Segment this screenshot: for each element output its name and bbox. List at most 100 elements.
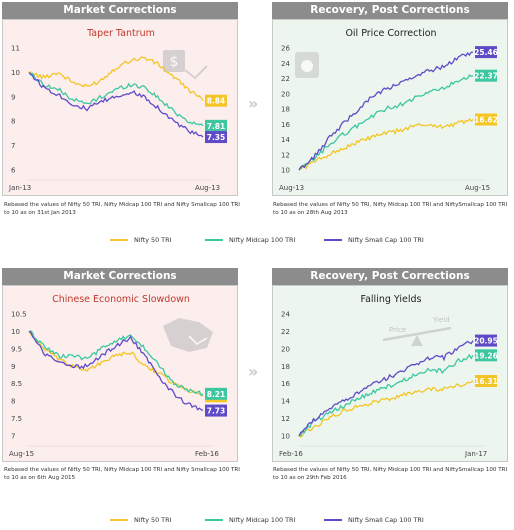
panel-oil-price-correction: Recovery, Post Corrections Oil Price Cor… (272, 2, 508, 196)
end-label-smallcap: 7.73 (205, 404, 227, 417)
end-label-smallcap: 25.46 (474, 46, 498, 59)
y-tick-label: 7 (11, 433, 15, 441)
y-tick-label: 26 (281, 45, 290, 53)
legend-swatch (110, 239, 128, 241)
legend-swatch (205, 519, 223, 521)
footnote-line2: to 10 as on 28th Aug 2013 (273, 210, 348, 216)
chart-area: Chinese Economic Slowdown 7 7.5 8 8.5 9 9.5 10 1… (2, 285, 238, 462)
footnote-line1: Rebased the values of Nifty 50 TRI, Nift… (273, 202, 508, 208)
line-chart-falling-yields: Price Yield Falling Yields 10 12 14 16 18 20 22 24… (279, 294, 498, 458)
x-tick-label: Aug-13 (279, 184, 304, 192)
footnote-line1: Rebased the values of Nifty 50 TRI, Nift… (273, 467, 508, 473)
end-label-text: 8.84 (207, 97, 226, 106)
dollar-sign: $ (170, 54, 179, 70)
panel-taper-tantrum: Market Corrections $ Taper Tantrum 6 7 8 9 10 1… (2, 2, 238, 196)
y-tick-label: 11 (11, 45, 20, 53)
y-tick-label: 18 (281, 106, 290, 114)
y-tick-label: 22 (281, 75, 290, 83)
panel-header: Recovery, Post Corrections (272, 268, 508, 285)
series-line-midcap (298, 74, 474, 171)
y-tick-label: 16 (281, 121, 290, 129)
yield-label: Yield (432, 316, 450, 324)
legend-item-smallcap: Nifty Small Cap 100 TRI (324, 514, 424, 526)
y-tick-label: 8 (11, 118, 15, 126)
x-tick-label: Jan-17 (464, 450, 487, 458)
y-tick-label: 9.5 (11, 345, 22, 353)
arrow-right-icon: » (248, 94, 258, 113)
price-yield-seesaw-icon: Price Yield (382, 316, 452, 346)
y-tick-label: 10.5 (11, 311, 27, 319)
y-tick-label: 9 (11, 93, 15, 101)
footnote: Rebased the values of Nifty 50 TRI, Nift… (273, 201, 513, 217)
chart-area: $ Taper Tantrum 6 7 8 9 10 11 Jan-13 Aug-13 8.84 7.… (2, 19, 238, 196)
series-line-midcap (298, 353, 474, 437)
end-label-text: 22.37 (474, 72, 498, 81)
end-label-bg (205, 119, 227, 132)
end-label-midcap: 19.26 (474, 349, 498, 362)
dollar-box (163, 50, 185, 72)
footnote: Rebased the values of Nifty 50 TRI, Nift… (273, 466, 513, 482)
end-label-text: 7.35 (207, 133, 226, 142)
chart-title: Chinese Economic Slowdown (52, 294, 190, 305)
end-label-bg (475, 375, 497, 388)
down-arrow (188, 335, 208, 346)
x-tick-label: Aug-13 (195, 184, 220, 192)
end-label-text: 7.81 (207, 122, 226, 131)
panel-header: Recovery, Post Corrections (272, 2, 508, 19)
y-tick-label: 8.5 (11, 380, 22, 388)
y-tick-label: 10 (281, 433, 290, 441)
footnote: Rebased the values of Nifty 50 TRI, Nift… (4, 466, 244, 482)
footnote-line2: to 10 as on 29th Feb 2016 (273, 475, 347, 481)
end-label-bg (475, 69, 497, 82)
legend-swatch (324, 519, 342, 521)
china-shape (163, 318, 213, 352)
y-tick-label: 14 (281, 136, 290, 144)
legend-swatch (324, 239, 342, 241)
y-tick-label: 14 (281, 398, 290, 406)
legend-item-midcap: Nifty Midcap 100 TRI (205, 234, 295, 246)
legend-label: Nifty Midcap 100 TRI (229, 236, 296, 244)
footnote-line1: Rebased the values of Nifty 50 TRI, Nift… (4, 202, 240, 208)
seesaw-pivot (411, 335, 423, 346)
legend-label: Nifty Small Cap 100 TRI (348, 236, 424, 244)
end-label-text: 7.73 (207, 407, 226, 416)
end-label-bg (205, 404, 227, 417)
end-label-text: 25.46 (474, 48, 498, 57)
end-label-bg (475, 113, 497, 126)
x-tick-label: Aug-15 (465, 184, 490, 192)
end-label-text: 16.62 (474, 116, 498, 125)
legend-item-smallcap: Nifty Small Cap 100 TRI (324, 234, 424, 246)
down-arrow (184, 65, 208, 80)
chart-title: Taper Tantrum (86, 28, 155, 39)
end-label-smallcap: 7.35 (205, 131, 227, 144)
end-label-bg (205, 131, 227, 144)
series-line-midcap (28, 72, 204, 127)
end-label-smallcap: 20.95 (474, 334, 498, 347)
series-line-nifty50 (298, 118, 474, 171)
arrow-right-icon: » (248, 362, 258, 381)
line-chart-oil-price-correction: Oil Price Correction 10 12 14 16 18 20 22 24 26 Au… (279, 28, 498, 192)
end-label-bg (475, 334, 497, 347)
legend-item-midcap: Nifty Midcap 100 TRI (205, 514, 295, 526)
y-tick-label: 20 (281, 90, 290, 98)
series-line-smallcap (298, 340, 474, 437)
legend-label: Nifty 50 TRI (134, 236, 172, 244)
y-tick-label: 22 (281, 328, 290, 336)
y-tick-label: 20 (281, 345, 290, 353)
y-tick-label: 8 (11, 398, 15, 406)
line-chart-chinese-economic-slowdown: Chinese Economic Slowdown 7 7.5 8 8.5 9 9.5 10 1… (9, 294, 227, 458)
end-label-text: 8.21 (207, 390, 226, 399)
line-chart-taper-tantrum: $ Taper Tantrum 6 7 8 9 10 11 Jan-13 Aug-13 8.84 7.… (8, 28, 227, 192)
series-line-smallcap (28, 71, 204, 138)
y-tick-label: 12 (281, 415, 290, 423)
end-label-bg (205, 387, 227, 400)
panel-header: Market Corrections (2, 268, 238, 285)
y-tick-label: 7 (11, 142, 15, 150)
y-tick-label: 24 (281, 311, 290, 319)
legend-top: Nifty 50 TRI Nifty Midcap 100 TRI Nifty … (0, 234, 514, 246)
end-label-midcap: 8.21 (205, 387, 227, 400)
y-tick-label: 7.5 (11, 415, 22, 423)
footnote-line2: to 10 as on 6th Aug 2015 (4, 475, 76, 481)
end-label-text: 19.26 (474, 351, 498, 360)
price-label: Price (389, 326, 406, 334)
